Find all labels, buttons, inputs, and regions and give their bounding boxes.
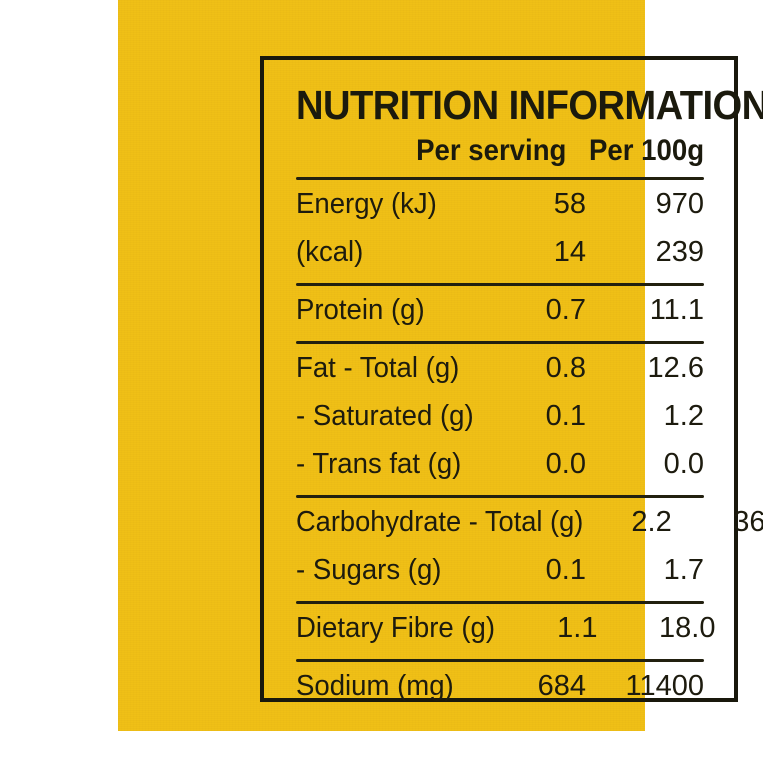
group-divider-rule — [296, 659, 704, 662]
table-row: Sodium (mg) 684 11400 — [296, 662, 704, 710]
nutrient-group: Protein (g) 0.7 11.1 — [296, 286, 704, 334]
nutrient-label: Fat - Total (g) — [296, 352, 460, 384]
column-header-row: Per serving Per 100g — [296, 128, 704, 168]
value-per-serving: 0.0 — [545, 448, 586, 480]
value-per-serving: 0.1 — [545, 554, 586, 586]
nutrient-group: Carbohydrate - Total (g) 2.2 36.3 - Sugars … — [296, 498, 763, 594]
table-row: Carbohydrate - Total (g) 2.2 36.3 — [296, 498, 763, 546]
value-per-serving: 0.8 — [545, 352, 586, 384]
table-row: - Trans fat (g) 0.0 0.0 — [296, 440, 704, 488]
table-row: (kcal) 14 239 — [296, 228, 704, 276]
value-per-100g: 11400 — [625, 670, 705, 702]
value-per-serving: 58 — [553, 188, 586, 220]
table-row: Fat - Total (g) 0.8 12.6 — [296, 344, 704, 392]
value-per-serving: 0.1 — [545, 400, 586, 432]
value-per-serving: 0.7 — [545, 294, 586, 326]
value-per-serving: 684 — [537, 670, 586, 702]
column-header-per-serving: Per serving — [416, 134, 567, 167]
value-per-100g: 1.7 — [663, 554, 704, 586]
nutrient-label: - Sugars (g) — [296, 554, 442, 586]
page-title: NUTRITION INFORMATION — [296, 82, 763, 128]
nutrient-label: Protein (g) — [296, 294, 425, 326]
nutrient-label: Dietary Fibre (g) — [296, 612, 496, 644]
nutrient-group: Fat - Total (g) 0.8 12.6 - Saturated (g) 0.1… — [296, 344, 704, 488]
nutrient-label: Energy (kJ) — [296, 188, 437, 220]
value-per-100g: 36.3 — [733, 506, 763, 538]
yellow-label-background: NUTRITION INFORMATION Per serving Per 10… — [118, 0, 763, 731]
column-header-per-100g: Per 100g — [588, 134, 704, 167]
group-divider-rule — [296, 601, 704, 604]
nutrient-label: - Trans fat (g) — [296, 448, 462, 480]
nutrient-group: Sodium (mg) 684 11400 — [296, 662, 704, 710]
nutrient-label: Sodium (mg) — [296, 670, 454, 702]
nutrient-group: Energy (kJ) 58 970 (kcal) 14 239 — [296, 180, 704, 276]
nutrition-frame-inner: NUTRITION INFORMATION Per serving Per 10… — [264, 60, 763, 702]
nutrition-information-frame: NUTRITION INFORMATION Per serving Per 10… — [260, 56, 763, 702]
table-row: - Sugars (g) 0.1 1.7 — [296, 546, 704, 594]
value-per-100g: 970 — [655, 188, 704, 220]
value-per-100g: 0.0 — [663, 448, 704, 480]
value-per-serving: 14 — [553, 236, 586, 268]
value-per-100g: 239 — [655, 236, 704, 268]
table-row: Protein (g) 0.7 11.1 — [296, 286, 704, 334]
table-row: Energy (kJ) 58 970 — [296, 180, 704, 228]
value-per-serving: 1.1 — [557, 612, 598, 644]
value-per-100g: 12.6 — [647, 352, 704, 384]
nutrient-label: - Saturated (g) — [296, 400, 474, 432]
nutrient-table: Energy (kJ) 58 970 (kcal) 14 239 Protein (g) 0.… — [296, 180, 763, 710]
value-per-100g: 18.0 — [659, 612, 716, 644]
table-row: - Saturated (g) 0.1 1.2 — [296, 392, 704, 440]
value-per-serving: 2.2 — [631, 506, 672, 538]
nutrient-label: (kcal) — [296, 236, 364, 268]
group-divider-rule — [296, 341, 704, 344]
group-divider-rule — [296, 283, 704, 286]
value-per-100g: 11.1 — [649, 294, 704, 326]
table-row: Dietary Fibre (g) 1.1 18.0 — [296, 604, 716, 652]
nutrient-group: Dietary Fibre (g) 1.1 18.0 — [296, 604, 716, 652]
header-divider-rule — [296, 177, 704, 180]
group-divider-rule — [296, 495, 704, 498]
nutrient-label: Carbohydrate - Total (g) — [296, 506, 584, 538]
value-per-100g: 1.2 — [663, 400, 704, 432]
